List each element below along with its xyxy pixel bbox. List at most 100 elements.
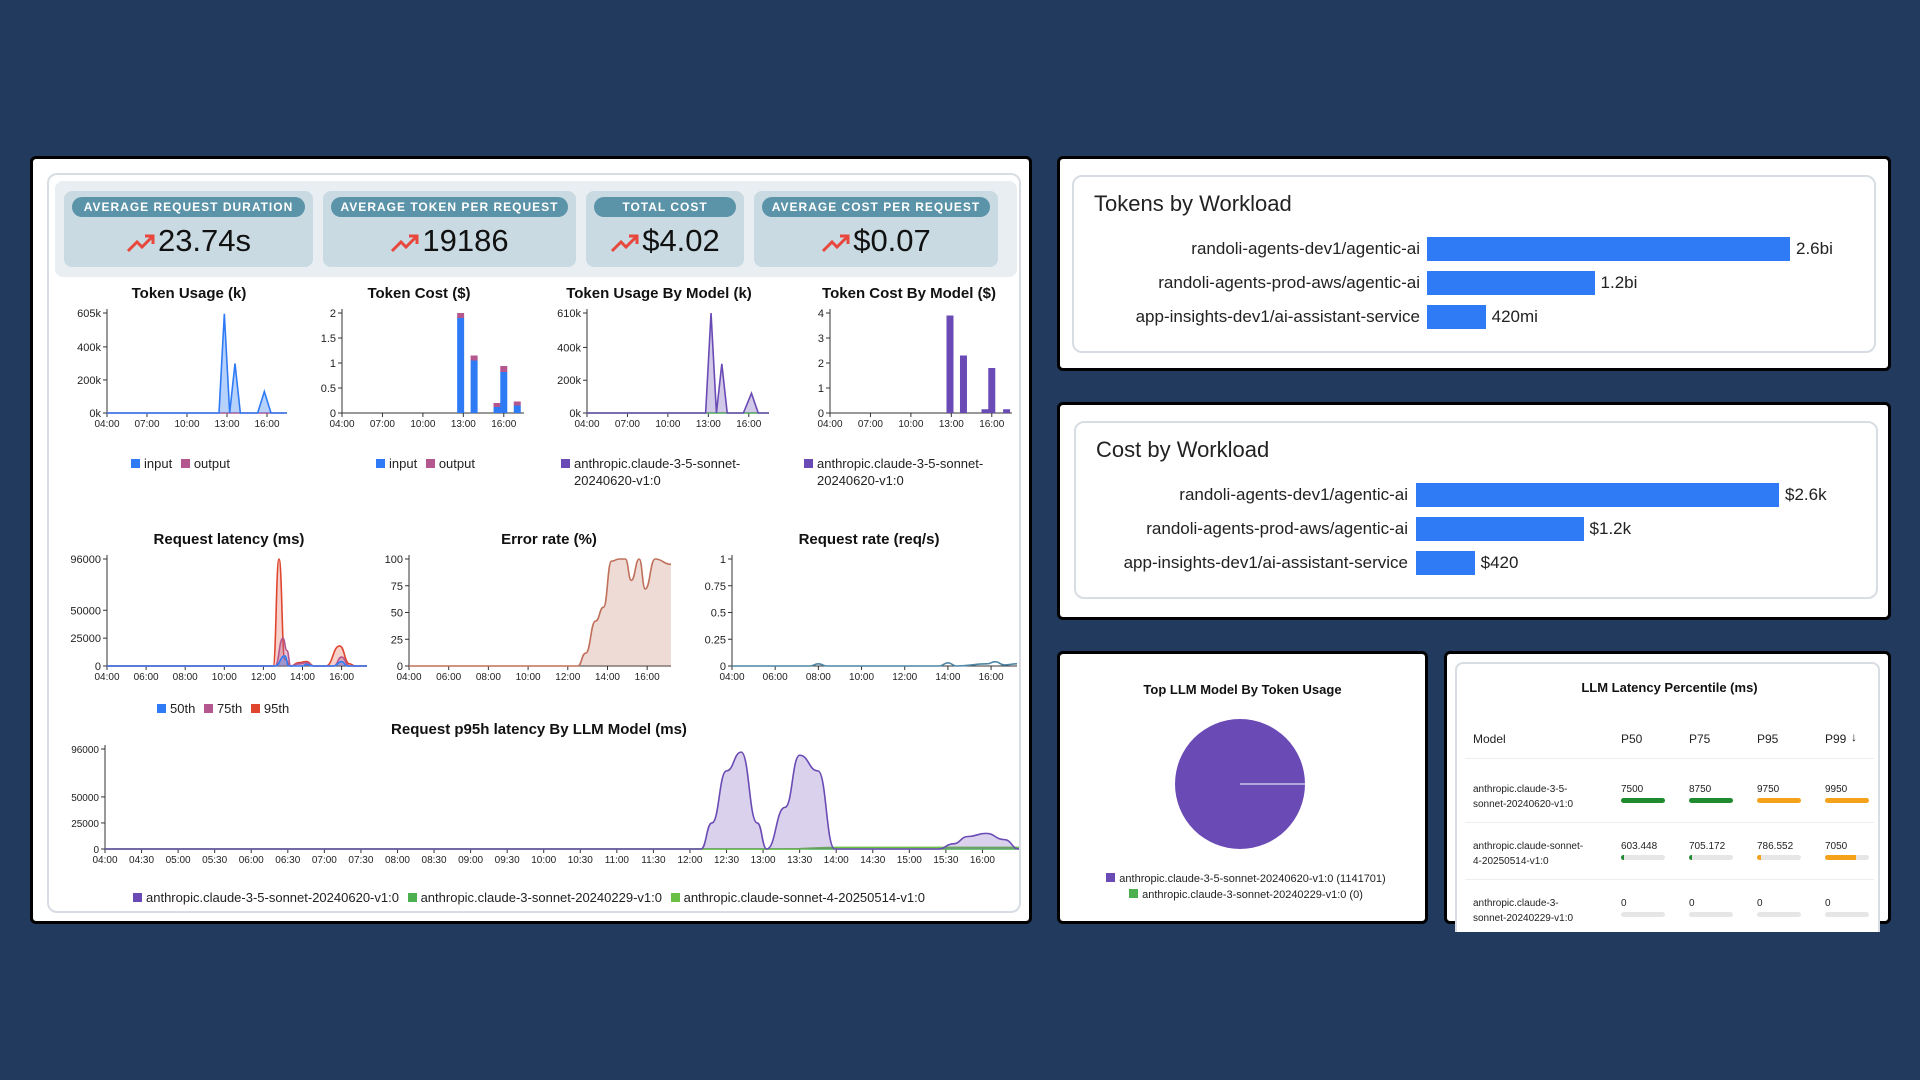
x-tick-label: 13:00 [939, 419, 964, 430]
error-rate-series-area [409, 559, 671, 666]
y-tick-label: 25 [391, 634, 403, 646]
y-tick-label: 25000 [71, 819, 99, 830]
cost-bar-output [470, 355, 478, 361]
x-tick-label: 15:30 [933, 855, 958, 866]
table-model-name: anthropic.claude-3-5- sonnet-20240620-v1:… [1473, 782, 1573, 812]
kpi-avg-cost-per-request: AVERAGE COST PER REQUEST $0.07 [754, 191, 998, 267]
x-tick-label: 06:30 [275, 855, 300, 866]
table-header-model[interactable]: Model [1473, 732, 1506, 746]
table-header-p99[interactable]: P99 [1825, 732, 1847, 746]
legend-model-line1: anthropic.claude-3-5-sonnet- [817, 456, 984, 471]
token-usage-legend: input output [131, 455, 230, 472]
x-tick-label: 10:00 [849, 672, 874, 683]
p75-swatch [203, 704, 213, 713]
x-tick-label: 10:00 [655, 419, 680, 430]
p95-series-area [107, 559, 367, 666]
percentile-bar-fill [1621, 855, 1624, 860]
pie-legend-0: anthropic.claude-3-5-sonnet-20240620-v1:… [1119, 873, 1386, 885]
x-tick-label: 08:00 [476, 672, 501, 683]
table-header-p95[interactable]: P95 [1757, 732, 1779, 746]
y-tick-label: 200k [77, 375, 101, 387]
y-tick-label: 605k [77, 308, 101, 320]
workload-row: randoli-agents-prod-aws/agentic-ai $1.2k [1076, 515, 1880, 543]
output-swatch [180, 459, 190, 468]
pie-swatch-0 [1106, 873, 1116, 882]
main-dashboard-card: AVERAGE REQUEST DURATION 23.74s AVERAGE … [30, 156, 1032, 924]
workload-bar [1416, 517, 1584, 541]
percentile-bar [1825, 912, 1869, 917]
y-tick-label: 50 [391, 608, 403, 620]
kpi-value: $0.07 [853, 223, 931, 258]
table-cell-value: 0 [1825, 898, 1831, 909]
x-tick-label: 07:00 [615, 419, 640, 430]
x-tick-label: 08:30 [422, 855, 447, 866]
x-tick-label: 09:00 [458, 855, 483, 866]
model-3-5-series-area [587, 313, 769, 413]
cost-by-workload-panel: Cost by Workload randoli-agents-dev1/age… [1074, 421, 1878, 599]
y-tick-label: 0.75 [705, 581, 726, 593]
workload-value: $2.6k [1785, 485, 1827, 504]
x-tick-label: 11:00 [605, 855, 630, 866]
model-swatch [561, 459, 570, 468]
table-divider [1465, 879, 1874, 880]
trend-up-icon [391, 234, 419, 252]
x-tick-label: 04:00 [719, 672, 744, 683]
y-tick-label: 1.5 [321, 333, 336, 345]
kpi-avg-token-per-request: AVERAGE TOKEN PER REQUEST 19186 [323, 191, 576, 267]
p95-series-line [106, 558, 367, 667]
percentile-bar-fill [1825, 855, 1856, 860]
table-header-p75[interactable]: P75 [1689, 732, 1711, 746]
legend-50th: 50th [170, 701, 196, 716]
sort-arrow-down-icon[interactable]: ↓ [1851, 730, 1857, 744]
p95-latency-by-model-chart: 0 25000 50000 96000 04:00 04:30 05:00 05:30 06:0… [71, 745, 1020, 866]
trend-up-icon [822, 234, 850, 252]
table-model-name-line: anthropic.claude-sonnet- [1473, 841, 1584, 852]
model-4-swatch [670, 893, 680, 902]
percentile-bar [1825, 798, 1869, 803]
request-latency-legend: 50th 75th 95th [157, 700, 289, 717]
cost-by-workload-title: Cost by Workload [1096, 437, 1270, 462]
token-usage-by-model-chart: 0k 200k 400k 610k 04:00 07:00 10:00 13:00 16:00 [557, 308, 769, 430]
table-cell-value: 7050 [1825, 841, 1848, 852]
x-tick-label: 05:00 [166, 855, 191, 866]
x-tick-label: 04:00 [94, 419, 119, 430]
percentile-bar [1757, 912, 1801, 917]
x-tick-label: 16:00 [329, 672, 354, 683]
workload-value: $420 [1480, 553, 1519, 572]
percentile-bar [1689, 855, 1733, 860]
workload-bar [1416, 483, 1779, 507]
x-tick-label: 16:00 [254, 419, 279, 430]
legend-95th: 95th [263, 701, 290, 716]
legend-model-4: anthropic.claude-sonnet-4-20250514-v1:0 [683, 890, 925, 905]
request-rate-series-line [731, 660, 1018, 667]
x-tick-label: 06:00 [239, 855, 264, 866]
cost-by-workload-card: Cost by Workload randoli-agents-dev1/age… [1057, 402, 1891, 620]
kpi-value: 23.74s [157, 223, 252, 258]
x-tick-label: 06:00 [134, 672, 159, 683]
request-latency-chart: 0 25000 50000 96000 04:00 06:00 08:00 10:00 12:0… [70, 554, 367, 683]
x-tick-label: 16:00 [979, 419, 1004, 430]
legend-model-line2: 20240620-v1:0 [574, 473, 661, 488]
p75-series-line [106, 637, 367, 667]
workload-bar [1416, 551, 1475, 575]
x-tick-label: 04:00 [574, 419, 599, 430]
y-tick-label: 25000 [70, 633, 101, 645]
percentile-bar [1757, 798, 1801, 803]
model-3-5-series-line [104, 751, 1020, 850]
cost-bar-output [493, 403, 501, 407]
cost-bar-input [500, 372, 508, 413]
x-tick-label: 04:00 [329, 419, 354, 430]
x-tick-label: 13:30 [787, 855, 812, 866]
x-tick-label: 06:00 [436, 672, 461, 683]
cost-bar-input [457, 318, 465, 413]
table-header-p50[interactable]: P50 [1621, 732, 1643, 746]
percentile-bar-fill [1621, 798, 1665, 803]
y-tick-label: 50000 [71, 793, 99, 804]
x-tick-label: 12:30 [714, 855, 739, 866]
workload-row: app-insights-dev1/ai-assistant-service $4… [1076, 549, 1880, 577]
x-tick-label: 16:00 [491, 419, 516, 430]
chart-title-error-rate: Error rate (%) [501, 531, 597, 548]
workload-label: app-insights-dev1/ai-assistant-service [1135, 307, 1420, 326]
y-tick-label: 2 [818, 358, 824, 370]
output-swatch [425, 459, 435, 468]
